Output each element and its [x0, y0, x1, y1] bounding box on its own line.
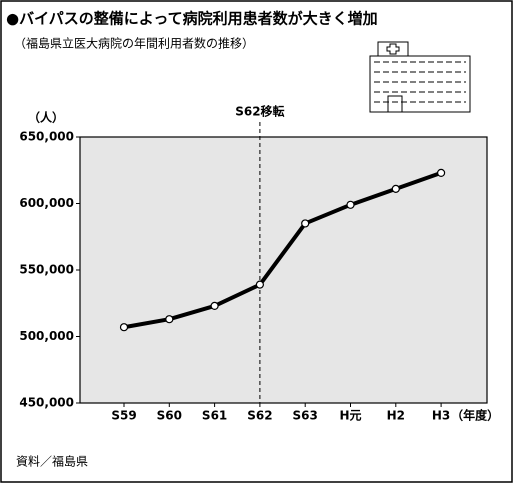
- point: [165, 315, 174, 324]
- y-tick-label: 450,000: [19, 396, 74, 410]
- x-tick-label: H元: [339, 409, 361, 423]
- annotation: S62移転: [235, 104, 284, 119]
- chart-title: ●バイパスの整備によって病院利用患者数が大きく増加: [6, 10, 378, 28]
- point: [210, 301, 219, 311]
- x-tick-label: S63: [293, 409, 318, 423]
- y-axis-label: （人）: [28, 110, 64, 125]
- x-tick-label: H3: [432, 409, 450, 423]
- x-tick-label: S60: [157, 409, 182, 423]
- point: [119, 323, 129, 332]
- point: [346, 200, 355, 209]
- x-tick-label: S62: [247, 409, 272, 423]
- y-tick-label: 650,000: [19, 130, 74, 144]
- y-tick-label: 550,000: [19, 263, 74, 277]
- point: [255, 280, 264, 289]
- chart-subtitle: （福島県立医大病院の年間利用者数の推移）: [14, 36, 254, 51]
- point: [301, 219, 310, 228]
- x-tick-label: S59: [111, 409, 136, 423]
- x-axis-label: （年度）: [451, 408, 499, 423]
- x-tick-label: S61: [202, 409, 227, 423]
- point: [437, 168, 446, 178]
- x-tick-label: H2: [387, 409, 405, 423]
- line: [123, 171, 442, 330]
- y-tick-label: 500,000: [19, 329, 74, 343]
- source: 資料／福島県: [16, 454, 88, 469]
- hospital-icon: [369, 41, 471, 113]
- point: [391, 184, 400, 193]
- y-tick-label: 600,000: [19, 196, 74, 210]
